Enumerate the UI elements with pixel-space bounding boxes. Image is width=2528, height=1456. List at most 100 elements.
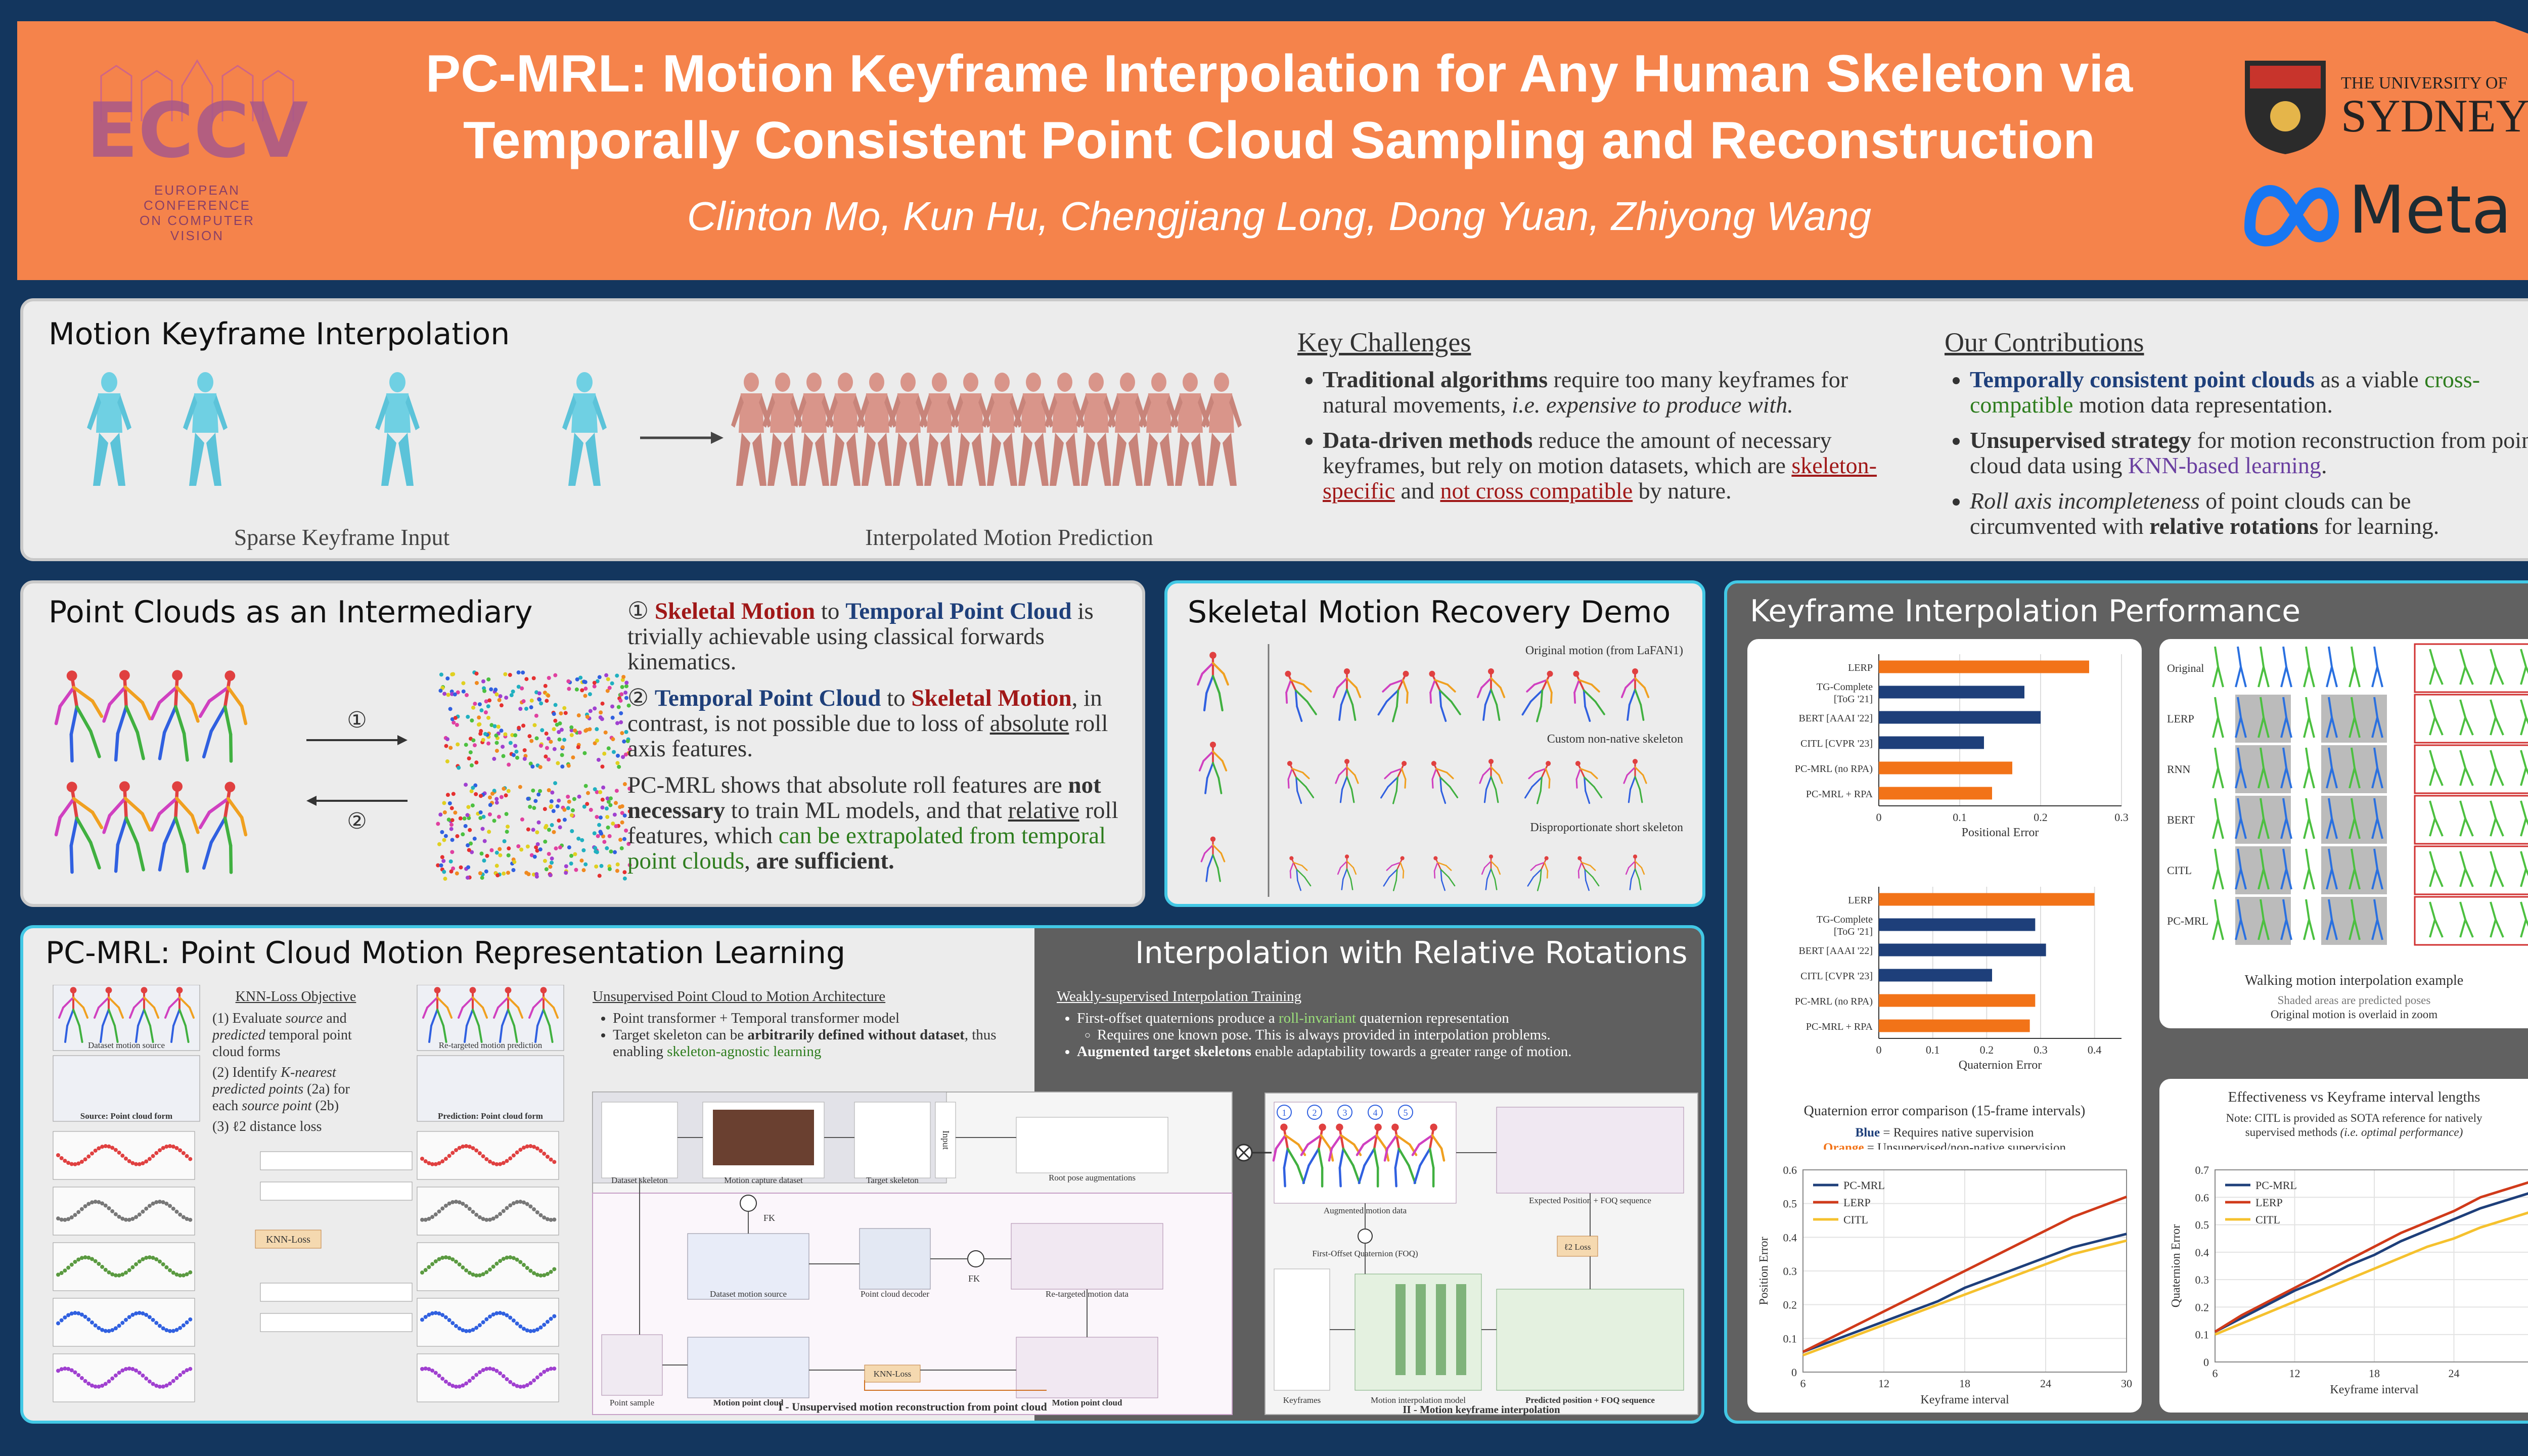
pci-point (479, 708, 483, 712)
pci-point (449, 827, 454, 831)
pci-point (482, 858, 486, 862)
pci-point (473, 702, 477, 706)
knn-point (107, 1270, 111, 1275)
pci-point (564, 711, 568, 715)
pci-point (623, 813, 627, 817)
knn-point (107, 1379, 111, 1383)
knn-point (424, 1159, 428, 1163)
challenge-1: Traditional algorithms require too many … (1323, 367, 1904, 418)
pci-point (441, 859, 445, 863)
pci-point (564, 871, 568, 875)
knn-point (114, 1326, 118, 1330)
knn-point (86, 1382, 91, 1386)
pci-skeleton (150, 780, 200, 872)
knn-point (188, 1367, 192, 1371)
pci-point (550, 791, 554, 795)
knn-point (444, 1380, 448, 1384)
pci-point (619, 711, 623, 715)
pci-point (561, 745, 565, 749)
bar (1879, 686, 2024, 699)
pci-point (558, 825, 562, 829)
knn-point (491, 1216, 495, 1220)
walking-example-card: Original LERP RNN BERT CITL PC-MRL Walking mo… (2159, 639, 2528, 1028)
demo-skeleton (1567, 756, 1605, 805)
demo-skeleton (1524, 852, 1556, 892)
pci-point (596, 834, 600, 838)
knn-pred-strip (417, 1298, 559, 1346)
eccv-sub-3: ON COMPUTER (140, 213, 255, 228)
walk-pose (2213, 647, 2223, 687)
pci-point (479, 810, 483, 814)
knn-point (94, 1259, 98, 1263)
pci-point (552, 712, 556, 716)
pci-point (448, 801, 452, 805)
category-label: [ToG '21] (1834, 926, 1873, 937)
pci-point (509, 741, 513, 745)
pci-point (488, 795, 492, 799)
pci-figure: ① ② (43, 639, 640, 892)
pci-point (611, 716, 615, 720)
pci-point (540, 728, 544, 732)
pci-skeleton (194, 778, 254, 874)
knn-point (505, 1159, 509, 1163)
pci-point (598, 790, 602, 794)
pci-point (609, 849, 613, 853)
knn-point (104, 1204, 108, 1208)
pci-point (494, 693, 499, 697)
knn-point (450, 1151, 455, 1155)
walk-pose (2236, 647, 2246, 687)
knn-point (542, 1370, 546, 1374)
pci-point (451, 672, 455, 676)
pci-point (598, 874, 602, 878)
knn-point (114, 1374, 118, 1378)
pci-point (615, 721, 619, 725)
pci-point (520, 687, 524, 691)
knn-point (141, 1374, 145, 1378)
knn-point (518, 1200, 522, 1204)
zoom-box (2415, 897, 2528, 945)
svg-text:5: 5 (1404, 1108, 1408, 1118)
pci-point (495, 864, 499, 868)
pci-point (493, 724, 497, 728)
pci-point (449, 870, 454, 874)
category-label: LERP (1848, 895, 1873, 906)
pci-point (588, 692, 592, 696)
pci-point (577, 713, 581, 717)
pci-point (524, 871, 528, 875)
walk-row-label: Original (2167, 662, 2204, 674)
pci-point (615, 761, 619, 765)
pci-point (615, 869, 619, 873)
pci-point (498, 698, 502, 702)
knn-point (491, 1161, 495, 1165)
pci-point (598, 830, 602, 834)
y-tick-label: 0.4 (1783, 1231, 1797, 1244)
pci-point (523, 748, 527, 752)
pci-point (593, 831, 597, 835)
pci-point (490, 792, 494, 796)
zoom-box (2415, 846, 2528, 894)
pci-point (507, 789, 511, 793)
knn-point (546, 1272, 550, 1276)
pci-point (470, 718, 474, 722)
knn-point (178, 1326, 182, 1330)
fig-mpc-a: Motion point cloud (713, 1398, 784, 1407)
knn-point (447, 1318, 452, 1322)
arch-title: Unsupervised Point Cloud to Motion Archi… (593, 988, 1027, 1005)
demo-skeleton (1624, 759, 1646, 802)
lbl-retarget: Re-targeted motion prediction (439, 1040, 543, 1050)
fig-rootpose: Root pose augmentations (1049, 1173, 1136, 1182)
fig-pc-decoder: Point cloud decoder (861, 1289, 929, 1299)
knn-point (454, 1200, 458, 1204)
knn-point (94, 1149, 98, 1153)
demo-skeleton (1282, 852, 1314, 892)
knn-point (120, 1321, 124, 1325)
pci-point (576, 745, 580, 749)
pci-point (500, 795, 504, 799)
y-tick-label: 0.5 (1783, 1198, 1797, 1210)
pci-point (445, 676, 449, 680)
pci-point (528, 805, 532, 809)
knn-point (158, 1148, 162, 1152)
pci-point (581, 848, 585, 852)
pci-point (448, 707, 453, 711)
demo-skeleton (1426, 852, 1458, 892)
